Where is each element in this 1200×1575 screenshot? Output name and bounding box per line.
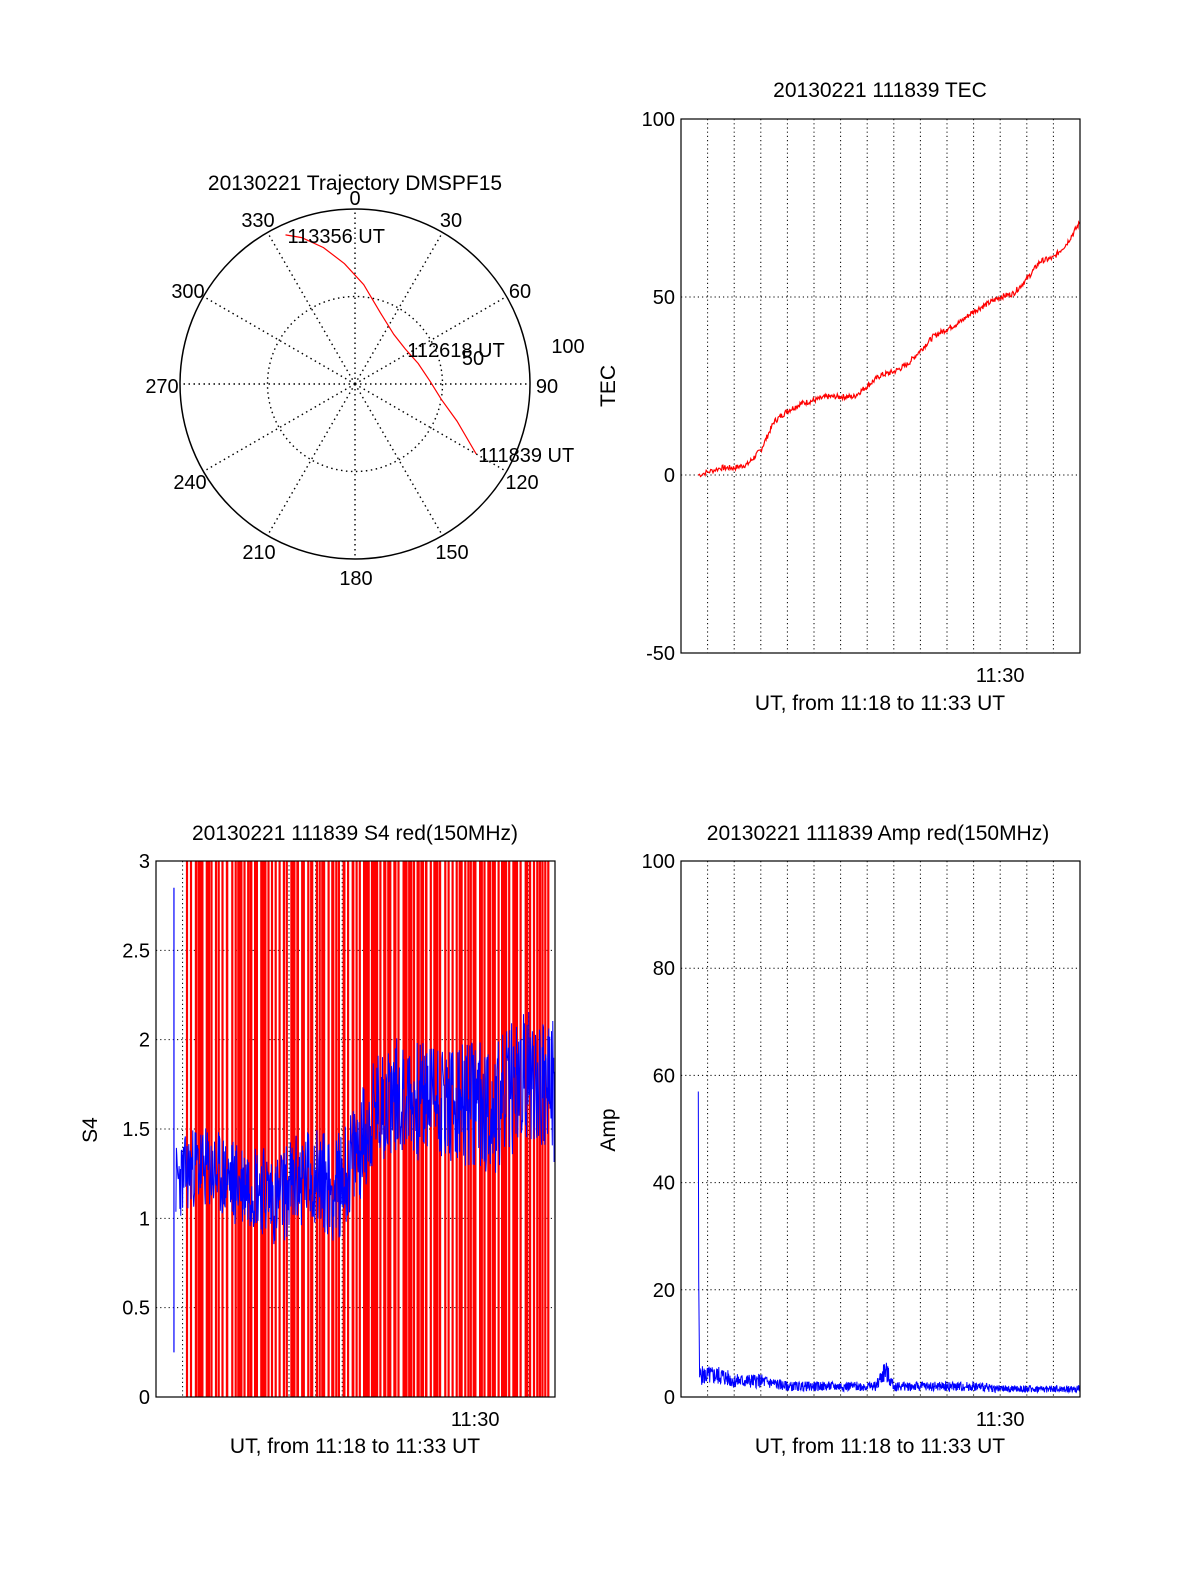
polar-angle-label: 120 bbox=[505, 472, 538, 494]
y-tick-label: 100 bbox=[642, 109, 675, 131]
polar-angle-label: 150 bbox=[435, 542, 468, 564]
polar-angle-label: 60 bbox=[509, 281, 531, 303]
y-tick-label: 2 bbox=[139, 1030, 150, 1052]
s4-ylabel: S4 bbox=[79, 1117, 102, 1143]
tec-series bbox=[697, 220, 1081, 478]
polar-grid bbox=[179, 208, 531, 560]
y-tick-label: 60 bbox=[653, 1065, 675, 1087]
y-tick-label: 1 bbox=[139, 1208, 150, 1230]
y-tick-label: 0 bbox=[664, 1387, 675, 1409]
amp-xlabel: UT, from 11:18 to 11:33 UT bbox=[755, 1435, 1005, 1458]
polar-angle-label: 300 bbox=[171, 281, 204, 303]
polar-angle-label: 330 bbox=[241, 210, 274, 232]
tec-ylabel: TEC bbox=[597, 365, 620, 407]
y-tick-label: -50 bbox=[646, 643, 675, 665]
polar-title: 20130221 Trajectory DMSPF15 bbox=[208, 172, 502, 195]
y-tick-label: 100 bbox=[642, 851, 675, 873]
amp-ylabel: Amp bbox=[597, 1108, 620, 1151]
y-tick-label: 0 bbox=[139, 1387, 150, 1409]
polar-angle-label: 210 bbox=[242, 542, 275, 564]
polar-spoke bbox=[266, 383, 356, 536]
y-tick-label: 0 bbox=[664, 465, 675, 487]
polar-spoke bbox=[354, 232, 444, 385]
polar-angle-label: 30 bbox=[440, 210, 462, 232]
polar-angle-label: 270 bbox=[145, 376, 178, 398]
x-tick-label: 11:30 bbox=[976, 1409, 1025, 1431]
tec-title: 20130221 111839 TEC bbox=[773, 79, 987, 102]
x-tick-label: 11:30 bbox=[451, 1409, 500, 1431]
polar-radius-label: 100 bbox=[551, 336, 584, 358]
trajectory-polar-plot: 20130221 Trajectory DMSPF15 0 30 60 90 120 15… bbox=[145, 172, 584, 590]
polar-series bbox=[285, 234, 477, 455]
tec-frame bbox=[680, 118, 1081, 654]
amp-series bbox=[697, 1091, 1081, 1394]
polar-spoke bbox=[203, 383, 356, 473]
y-tick-label: 50 bbox=[653, 287, 675, 309]
y-tick-label: 20 bbox=[653, 1280, 675, 1302]
s4-xlabel: UT, from 11:18 to 11:33 UT bbox=[230, 1435, 480, 1458]
polar-angle-label: 240 bbox=[173, 472, 206, 494]
amp-grid bbox=[681, 861, 1080, 1397]
polar-radius-label: 50 bbox=[462, 348, 484, 370]
amp-plot: 20130221 111839 Amp red(150MHz) UT, from… bbox=[597, 822, 1081, 1458]
polar-spoke bbox=[354, 295, 507, 385]
polar-ring-50 bbox=[266, 295, 444, 473]
tec-ticks: -50 0 50 100 11:30 bbox=[642, 109, 1025, 687]
polar-angle-label: 0 bbox=[349, 188, 360, 210]
tec-xlabel: UT, from 11:18 to 11:33 UT bbox=[755, 692, 1005, 715]
y-tick-label: 80 bbox=[653, 958, 675, 980]
polar-angle-label: 180 bbox=[339, 568, 372, 590]
amp-title: 20130221 111839 Amp red(150MHz) bbox=[707, 822, 1049, 845]
s4-title: 20130221 111839 S4 red(150MHz) bbox=[192, 822, 518, 845]
tec-plot: 20130221 111839 TEC UT, from 11:18 to 11… bbox=[597, 79, 1081, 715]
polar-spoke bbox=[266, 232, 356, 385]
tec-grid bbox=[681, 119, 1080, 653]
polar-spoke bbox=[203, 295, 356, 385]
trajectory-time-label: 113356 UT bbox=[288, 226, 385, 248]
amp-line bbox=[697, 1091, 1081, 1394]
y-tick-label: 3 bbox=[139, 851, 150, 873]
s4-blue-line bbox=[175, 1012, 556, 1245]
y-tick-label: 40 bbox=[653, 1173, 675, 1195]
s4-plot: 20130221 111839 S4 red(150MHz) UT, from … bbox=[79, 822, 556, 1458]
polar-outer-circle bbox=[179, 208, 531, 560]
trajectory-time-label: 112618 UT bbox=[407, 340, 504, 362]
polar-labels: 0 30 60 90 120 150 180 210 240 270 300 330 50 100 1118… bbox=[145, 188, 584, 590]
y-tick-label: 0.5 bbox=[122, 1298, 150, 1320]
trajectory-time-label: 111839 UT bbox=[478, 445, 574, 467]
trajectory-line bbox=[285, 234, 477, 455]
amp-frame bbox=[680, 860, 1081, 1398]
y-tick-label: 1.5 bbox=[122, 1119, 150, 1141]
x-tick-label: 11:30 bbox=[976, 665, 1025, 687]
polar-spoke bbox=[354, 383, 444, 536]
y-tick-label: 2.5 bbox=[122, 940, 150, 962]
polar-angle-label: 90 bbox=[536, 376, 558, 398]
amp-ticks: 0 20 40 60 80 100 11:30 bbox=[642, 851, 1025, 1431]
s4-ticks: 0 0.5 1 1.5 2 2.5 3 11:30 bbox=[122, 851, 499, 1431]
polar-spoke bbox=[354, 383, 507, 473]
s4-series bbox=[173, 861, 556, 1397]
tec-line bbox=[697, 220, 1081, 478]
s4-frame bbox=[155, 860, 556, 1398]
